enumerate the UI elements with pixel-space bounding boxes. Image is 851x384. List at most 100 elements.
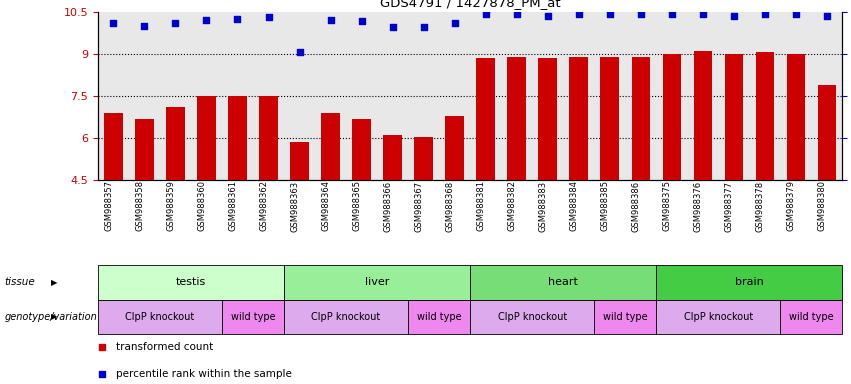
Point [541,13,555,19]
Text: transformed count: transformed count [116,341,213,352]
Point [106,20,120,26]
Text: GSM988385: GSM988385 [601,180,610,232]
Text: GSM988366: GSM988366 [384,180,392,232]
Bar [539,58,557,180]
Bar [569,56,588,180]
Text: GSM988359: GSM988359 [167,180,175,231]
Point [355,18,368,25]
Text: GSM988379: GSM988379 [787,180,796,232]
Point [386,24,399,30]
Point [231,15,244,22]
Text: GSM988386: GSM988386 [631,180,641,232]
Point [138,23,151,29]
Text: wild type: wild type [603,312,648,322]
Text: GSM988375: GSM988375 [663,180,671,232]
Bar [445,116,464,180]
Bar [383,136,402,180]
Text: wild type: wild type [789,312,834,322]
Bar [408,300,470,334]
Bar [601,56,619,180]
Bar [507,56,526,180]
Bar [414,137,433,180]
Point [789,11,802,17]
Bar [135,119,154,180]
Text: ▶: ▶ [51,278,58,287]
Point [200,17,214,23]
Text: ClpP knockout: ClpP knockout [683,312,753,322]
Bar [756,52,774,180]
Text: wild type: wild type [417,312,461,322]
Point [262,14,276,20]
Text: GSM988376: GSM988376 [694,180,703,232]
Bar [222,300,284,334]
Point [448,20,461,26]
Point [665,11,678,17]
Text: GSM988377: GSM988377 [725,180,734,232]
Bar [284,265,470,300]
Text: GSM988364: GSM988364 [322,180,330,232]
Bar [656,265,842,300]
Text: GSM988380: GSM988380 [818,180,827,232]
Point [820,13,834,19]
Text: GSM988360: GSM988360 [197,180,207,232]
Bar [724,54,743,180]
Bar [290,142,309,180]
Text: ClpP knockout: ClpP knockout [498,312,567,322]
Point [168,20,182,26]
Bar [352,119,371,180]
Bar [780,300,842,334]
Bar [98,265,284,300]
Point [572,11,585,17]
Text: GSM988365: GSM988365 [352,180,362,232]
Bar [284,300,408,334]
Bar [694,51,712,180]
Text: GSM988368: GSM988368 [446,180,454,232]
Point [634,11,648,17]
Text: GSM988382: GSM988382 [508,180,517,232]
Text: GSM988381: GSM988381 [477,180,486,232]
Point [417,24,431,30]
Bar [322,113,340,180]
Text: ClpP knockout: ClpP knockout [311,312,380,322]
Text: GSM988362: GSM988362 [260,180,269,232]
Bar [631,56,650,180]
Point [696,11,710,17]
Text: heart: heart [548,277,578,287]
Bar [818,85,837,180]
Bar [594,300,656,334]
Text: GSM988367: GSM988367 [414,180,424,232]
Text: ▶: ▶ [51,312,58,321]
Bar [663,54,681,180]
Text: genotype/variation: genotype/variation [4,312,97,322]
Text: percentile rank within the sample: percentile rank within the sample [116,369,292,379]
Text: testis: testis [176,277,206,287]
Bar [197,96,216,180]
Point [727,13,740,19]
Text: GSM988358: GSM988358 [135,180,145,232]
Text: brain: brain [735,277,764,287]
Bar [470,265,656,300]
Point [293,49,306,55]
Bar [104,113,123,180]
Bar [260,96,277,180]
Point [758,11,772,17]
Text: ClpP knockout: ClpP knockout [125,312,195,322]
Bar [98,300,222,334]
Point [479,11,493,17]
Point [510,11,523,17]
Text: GSM988383: GSM988383 [539,180,548,232]
Text: wild type: wild type [231,312,276,322]
Bar [477,58,495,180]
Bar [470,300,594,334]
Text: GSM988378: GSM988378 [756,180,765,232]
Title: GDS4791 / 1427878_PM_at: GDS4791 / 1427878_PM_at [380,0,561,9]
Point [603,11,617,17]
Text: tissue: tissue [4,277,35,287]
Text: liver: liver [365,277,389,287]
Bar [166,107,185,180]
Text: GSM988363: GSM988363 [290,180,300,232]
Point [323,17,337,23]
Text: GSM988384: GSM988384 [570,180,579,232]
Text: GSM988357: GSM988357 [105,180,113,232]
Text: GSM988361: GSM988361 [228,180,237,232]
